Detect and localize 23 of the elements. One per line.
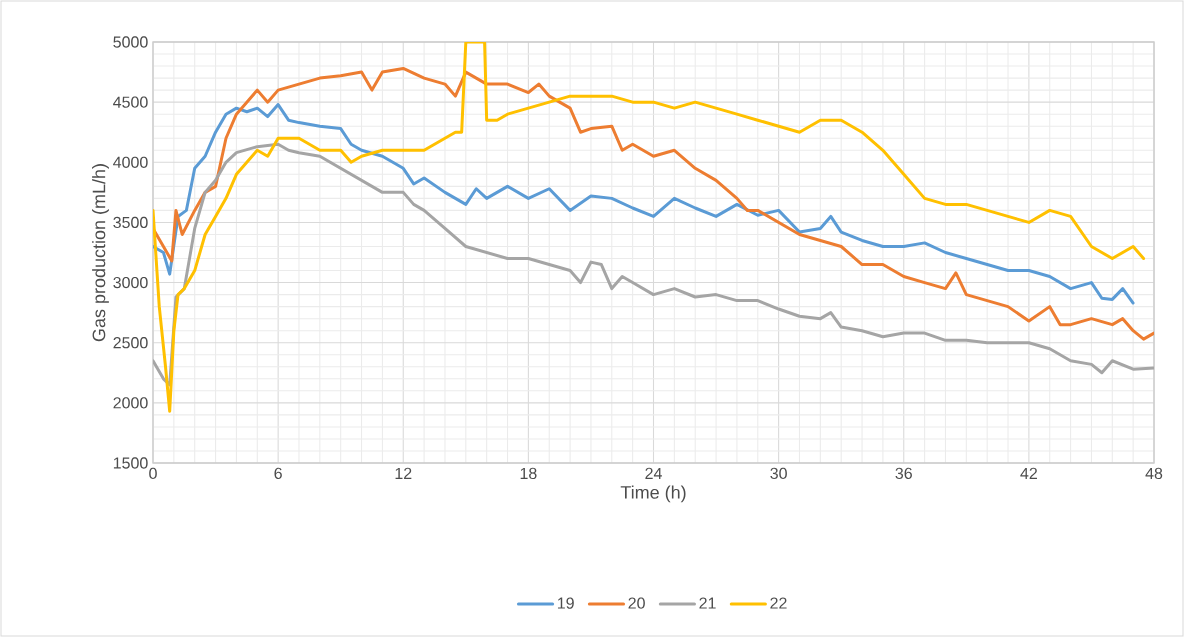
x-tick-label: 36 xyxy=(895,467,912,480)
x-axis-title: Time (h) xyxy=(620,485,686,503)
y-axis-title: Gas production (mL/h) xyxy=(92,164,109,342)
y-tick-label: 2000 xyxy=(113,397,148,409)
y-tick-label: 3500 xyxy=(113,216,148,229)
x-tick-label: 12 xyxy=(395,467,412,479)
y-tick-label: 2500 xyxy=(113,337,148,349)
legend-label: 21 xyxy=(699,597,716,609)
legend-label: 19 xyxy=(557,597,574,609)
y-tick-label: 4500 xyxy=(113,96,148,108)
legend-label: 20 xyxy=(628,597,645,609)
x-tick-label: 30 xyxy=(770,467,787,480)
x-tick-label: 18 xyxy=(520,467,537,480)
x-tick-label: 0 xyxy=(149,467,157,480)
legend-label: 22 xyxy=(770,597,787,609)
y-tick-label: 1500 xyxy=(113,457,148,469)
x-tick-label: 42 xyxy=(1020,467,1037,479)
x-tick-label: 6 xyxy=(274,467,282,480)
x-tick-label: 24 xyxy=(645,467,662,479)
y-tick-label: 3000 xyxy=(113,276,148,289)
x-tick-label: 48 xyxy=(1145,467,1163,480)
y-tick-label: 4000 xyxy=(113,156,148,168)
y-tick-label: 5000 xyxy=(113,36,148,48)
